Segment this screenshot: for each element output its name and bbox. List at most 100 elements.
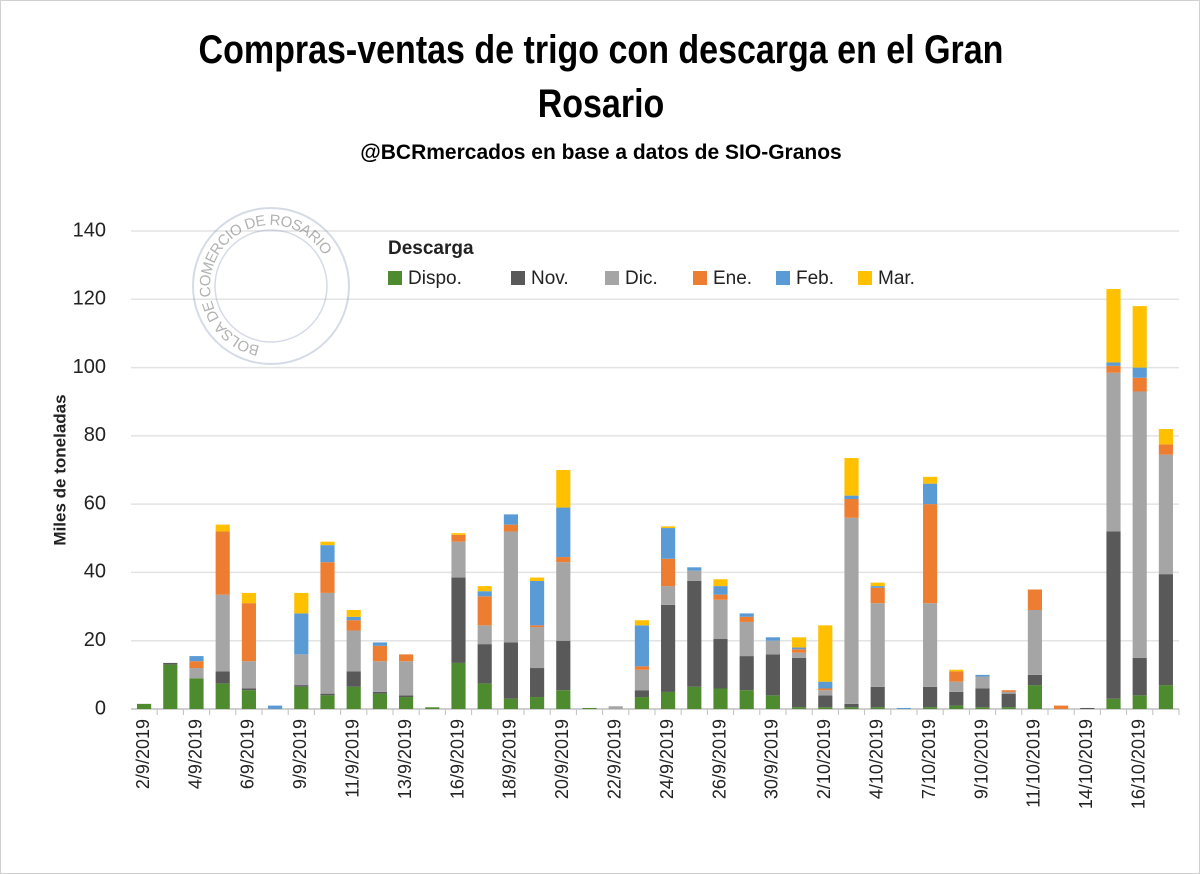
bar-segment bbox=[399, 697, 414, 709]
bar-segment bbox=[477, 683, 492, 709]
bar-segment bbox=[530, 625, 545, 628]
bar-segment bbox=[582, 707, 597, 709]
bar-segment bbox=[844, 517, 859, 704]
bar-segment bbox=[399, 654, 414, 662]
x-tick-label: 11/9/2019 bbox=[342, 719, 362, 798]
bar-segment bbox=[451, 662, 466, 709]
bar-segment bbox=[241, 592, 256, 604]
bar-segment bbox=[215, 524, 230, 532]
watermark-ring bbox=[214, 229, 328, 343]
bar-segment bbox=[503, 642, 518, 699]
bar-segment bbox=[634, 666, 649, 670]
bar-segment bbox=[818, 690, 833, 696]
x-tick-label: 26/9/2019 bbox=[709, 719, 729, 799]
bar-segment bbox=[713, 594, 728, 600]
bar-segment bbox=[451, 533, 466, 535]
x-tick-label: 9/9/2019 bbox=[290, 719, 310, 789]
watermark-text: BOLSA DE COMERCIO DE ROSARIO bbox=[197, 212, 335, 359]
bar-segment bbox=[346, 630, 361, 672]
legend-swatch bbox=[693, 271, 707, 285]
bar-segment bbox=[399, 695, 414, 698]
bar-segment bbox=[1027, 609, 1042, 675]
bar-segment bbox=[792, 652, 807, 658]
bar-segment bbox=[739, 613, 754, 617]
bar-segment bbox=[870, 686, 885, 708]
bar-segment bbox=[975, 674, 990, 677]
x-tick-label: 4/10/2019 bbox=[866, 719, 886, 799]
bar-segment bbox=[241, 661, 256, 689]
bar-segment bbox=[634, 697, 649, 709]
bar-segment bbox=[189, 661, 204, 669]
bar-segment bbox=[530, 668, 545, 698]
bar-segment bbox=[765, 637, 780, 641]
bar-segment bbox=[215, 683, 230, 709]
y-tick-label: 80 bbox=[84, 424, 106, 446]
bar-segment bbox=[844, 703, 859, 708]
bar-segment bbox=[451, 534, 466, 542]
bar-segment bbox=[1106, 289, 1121, 363]
bar-segment bbox=[844, 499, 859, 518]
bar-segment bbox=[608, 706, 623, 709]
bar-segment bbox=[923, 686, 938, 708]
bar-segment bbox=[241, 688, 256, 691]
bar-segment bbox=[818, 625, 833, 682]
bar-segment bbox=[923, 476, 938, 484]
bar-segment bbox=[556, 562, 571, 641]
bar-segment bbox=[687, 580, 702, 687]
y-tick-label: 0 bbox=[95, 697, 106, 719]
bar-segment bbox=[1158, 454, 1173, 575]
legend-label: Dic. bbox=[625, 268, 658, 289]
bar-segment bbox=[503, 514, 518, 525]
chart-subtitle: @BCRmercados en base a datos de SIO-Gran… bbox=[360, 141, 842, 164]
legend-label: Feb. bbox=[796, 268, 834, 289]
bar-segment bbox=[634, 625, 649, 667]
bar-segment bbox=[1106, 365, 1121, 373]
bar-segment bbox=[556, 690, 571, 709]
bar-segment bbox=[320, 592, 335, 694]
bar-segment bbox=[1106, 531, 1121, 699]
bar-segment bbox=[399, 661, 414, 696]
bar-segment bbox=[870, 586, 885, 588]
bar-segment bbox=[765, 695, 780, 709]
bar-segment bbox=[975, 707, 990, 709]
bar-segment bbox=[1080, 707, 1095, 709]
x-tick-label: 6/9/2019 bbox=[238, 719, 258, 789]
bar-segment bbox=[294, 613, 309, 655]
bar-segment bbox=[294, 685, 309, 687]
bar-segment bbox=[661, 558, 676, 587]
bar-segment bbox=[451, 541, 466, 578]
bar-segment bbox=[477, 591, 492, 597]
bar-segment bbox=[163, 664, 178, 709]
bar-segment bbox=[818, 688, 833, 691]
bar-segment bbox=[530, 580, 545, 626]
bar-segment bbox=[346, 616, 361, 621]
x-tick-label: 20/9/2019 bbox=[552, 719, 572, 799]
bar-segment bbox=[870, 707, 885, 709]
bar-segment bbox=[713, 688, 728, 709]
bar-segment bbox=[687, 567, 702, 571]
legend-title: Descarga bbox=[388, 238, 474, 259]
x-tick-label: 16/10/2019 bbox=[1128, 719, 1148, 809]
bar-segment bbox=[320, 693, 335, 696]
bar-segment bbox=[1027, 685, 1042, 709]
y-tick-label: 100 bbox=[73, 356, 106, 378]
bar-segment bbox=[530, 627, 545, 669]
bar-segment bbox=[739, 656, 754, 691]
y-tick-label: 40 bbox=[84, 561, 106, 583]
bar-segment bbox=[792, 647, 807, 650]
bar-segment bbox=[346, 671, 361, 687]
bar-segment bbox=[713, 579, 728, 587]
bar-segment bbox=[215, 594, 230, 672]
bar-segment bbox=[530, 697, 545, 709]
x-tick-label: 14/10/2019 bbox=[1076, 719, 1096, 809]
bar-segment bbox=[1158, 574, 1173, 686]
bar-segment bbox=[634, 690, 649, 698]
bar-segment bbox=[556, 470, 571, 508]
bar-segment bbox=[451, 577, 466, 663]
bar-segment bbox=[1158, 444, 1173, 455]
bar-segment bbox=[661, 586, 676, 605]
x-tick-label: 30/9/2019 bbox=[762, 719, 782, 799]
x-tick-label: 18/9/2019 bbox=[500, 719, 520, 799]
